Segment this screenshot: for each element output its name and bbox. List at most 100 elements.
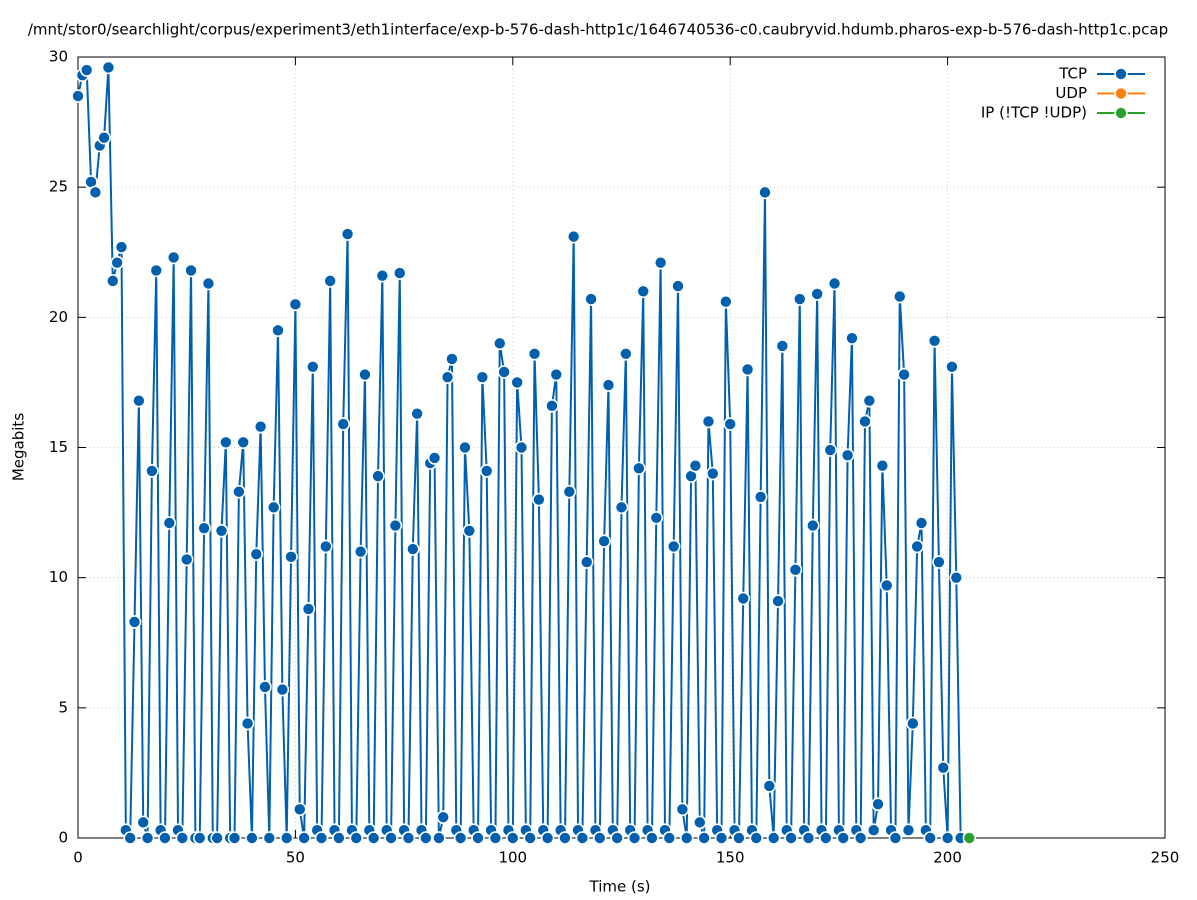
data-point [166,250,181,265]
data-point [149,263,164,278]
data-point [840,448,855,463]
data-point [240,716,255,731]
data-point [479,464,494,478]
data-point [140,831,155,845]
data-point [792,292,807,306]
data-point [510,375,524,390]
data-point [523,831,537,845]
data-point [671,279,685,293]
data-point [679,831,694,845]
data-point [505,831,520,845]
data-point [392,266,407,280]
data-point [471,831,485,845]
legend-label: UDP [1055,84,1087,102]
data-point [410,406,424,421]
data-point [545,399,559,413]
data-point [862,393,877,408]
data-point [875,458,890,473]
data-point [123,831,137,845]
data-point [871,797,885,811]
data-point [532,492,546,507]
data-point [910,539,924,554]
legend-swatch [1114,86,1128,101]
data-point [227,831,242,845]
data-point [201,276,216,291]
data-point [540,831,555,845]
data-point [514,440,529,455]
y-tick-label: 25 [49,178,68,196]
data-point [819,831,833,845]
data-point [601,378,616,392]
data-point [675,802,690,817]
data-point [784,831,798,845]
data-point [453,831,468,845]
series-line [77,67,962,842]
data-point [232,484,246,499]
data-point [297,831,311,845]
data-point [879,578,894,593]
data-point [288,297,303,312]
data-point [649,510,664,525]
data-point [419,831,433,845]
data-point [653,255,668,270]
data-point [888,831,903,845]
data-point [427,451,442,465]
data-point [388,518,403,533]
data-point [897,367,911,382]
data-point [158,831,172,845]
data-point [771,594,785,608]
data-point [775,339,790,353]
data-point [497,365,511,379]
data-point [401,831,416,845]
x-axis-label: Time (s) [589,878,651,896]
data-point [249,547,264,562]
data-point [384,831,398,845]
data-point [253,419,268,434]
data-point [901,823,916,837]
data-point [527,346,542,361]
y-tick-label: 5 [58,698,68,716]
data-point [445,352,459,366]
y-tick-label: 15 [49,438,68,456]
data-point [627,831,642,845]
data-point [936,760,951,775]
data-point [645,831,659,845]
data-point [662,831,677,845]
data-point [853,831,868,845]
chart-title: /mnt/stor0/searchlight/corpus/experiment… [28,21,1168,39]
data-point [458,440,472,455]
data-point [432,831,446,845]
data-point [949,570,964,585]
data-point [301,602,316,616]
data-point [766,831,781,845]
data-point [275,682,290,697]
data-point [706,466,720,481]
y-tick-label: 30 [49,48,68,66]
data-point [927,333,942,348]
data-point [736,591,751,606]
data-point [336,417,351,431]
y-axis-label: Megabits [10,413,28,481]
data-point [219,435,233,450]
data-point [262,831,277,845]
x-tick-label: 100 [498,849,527,867]
x-tick-label: 200 [933,849,962,867]
data-point [323,274,337,288]
data-point [579,555,594,569]
data-point [962,831,977,845]
data-point [892,289,907,304]
data-point [405,542,420,556]
data-point [584,292,598,306]
data-point [732,831,746,845]
data-point [179,552,194,567]
data-point [305,359,320,374]
data-point [914,516,929,530]
data-point [210,831,224,845]
data-point [906,716,920,731]
data-point [562,484,577,499]
data-point [145,464,159,478]
data-point [923,831,938,845]
data-point [349,831,364,845]
data-point [314,831,329,845]
